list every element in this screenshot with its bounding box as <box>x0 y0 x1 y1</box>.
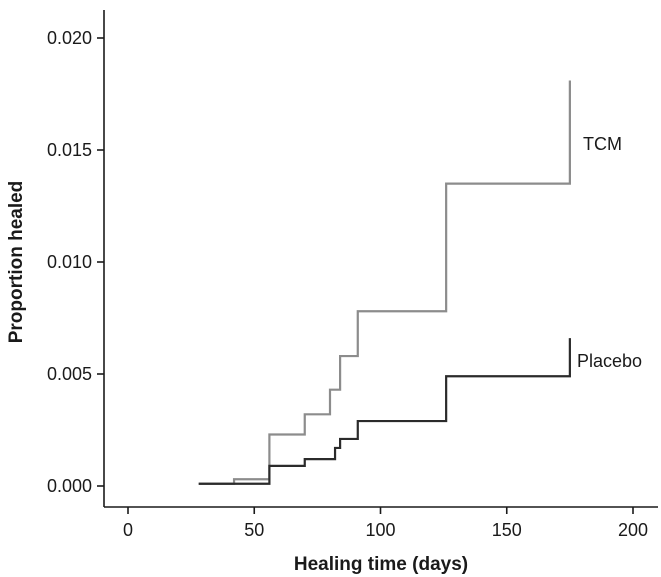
y-tick-label: 0.010 <box>47 252 92 272</box>
y-tick-label: 0.015 <box>47 140 92 160</box>
x-tick-label: 150 <box>492 520 522 540</box>
y-tick-label: 0.020 <box>47 28 92 48</box>
x-tick-label: 200 <box>618 520 648 540</box>
y-axis-title: Proportion healed <box>6 181 27 344</box>
x-ticks: 0 50 100 150 200 <box>123 507 648 540</box>
y-tick-label: 0.000 <box>47 476 92 496</box>
series-line-placebo <box>198 338 571 485</box>
series-line-tcm <box>198 80 571 485</box>
series-label-tcm: TCM <box>583 134 622 154</box>
x-tick-label: 100 <box>365 520 395 540</box>
series-label-placebo: Placebo <box>577 351 642 371</box>
x-axis-title: Healing time (days) <box>294 554 468 575</box>
series-layer <box>198 80 571 485</box>
axes <box>103 10 658 508</box>
x-tick-label: 0 <box>123 520 133 540</box>
x-tick-label: 50 <box>244 520 264 540</box>
y-ticks: 0.000 0.005 0.010 0.015 0.020 <box>47 28 104 496</box>
y-tick-label: 0.005 <box>47 364 92 384</box>
